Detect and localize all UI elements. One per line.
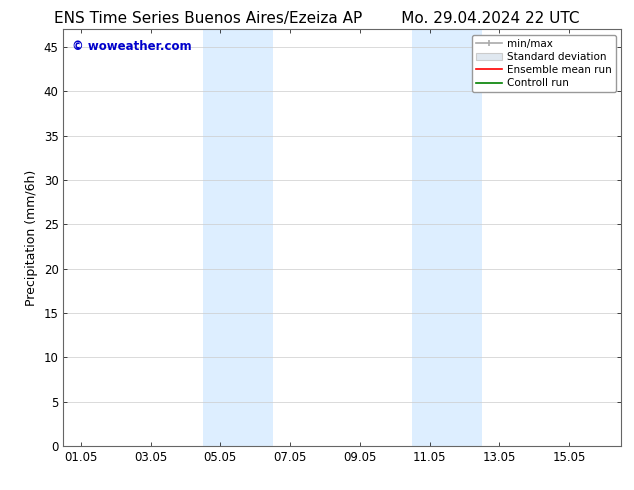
Bar [447, 29, 482, 446]
Bar [203, 29, 238, 446]
Bar [238, 29, 273, 446]
Y-axis label: Precipitation (mm/6h): Precipitation (mm/6h) [25, 170, 38, 306]
Bar [412, 29, 447, 446]
Legend: min/max, Standard deviation, Ensemble mean run, Controll run: min/max, Standard deviation, Ensemble me… [472, 35, 616, 92]
Text: ENS Time Series Buenos Aires/Ezeiza AP        Mo. 29.04.2024 22 UTC: ENS Time Series Buenos Aires/Ezeiza AP M… [55, 11, 579, 26]
Text: © woweather.com: © woweather.com [72, 40, 191, 53]
